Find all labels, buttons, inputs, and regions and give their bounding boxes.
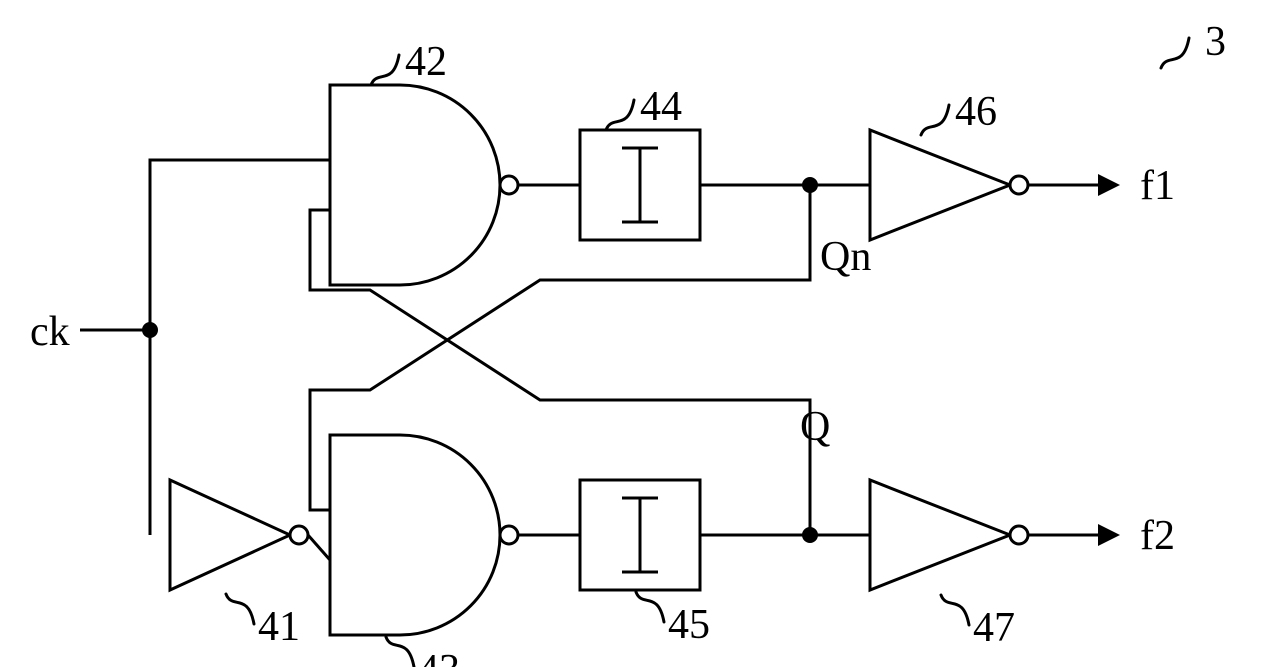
svg-text:45: 45 [668, 602, 710, 648]
svg-text:Qn: Qn [820, 234, 871, 280]
svg-text:f1: f1 [1140, 163, 1175, 209]
inverter-47 [870, 480, 1010, 590]
nand-42 [330, 85, 500, 285]
svg-text:44: 44 [640, 84, 682, 130]
svg-text:ck: ck [30, 309, 70, 355]
svg-text:46: 46 [955, 89, 997, 135]
svg-text:43: 43 [418, 647, 460, 667]
circuit-diagram: ck Qn Qf1 f2 42 44 46 41 43 45 47 3 [0, 0, 1261, 667]
svg-text:f2: f2 [1140, 513, 1175, 559]
svg-text:Q: Q [800, 404, 830, 450]
inverter-46 [870, 130, 1010, 240]
svg-text:3: 3 [1205, 19, 1226, 65]
svg-text:42: 42 [405, 39, 447, 85]
svg-text:47: 47 [973, 605, 1015, 651]
inverter-41 [170, 480, 290, 590]
nand-43 [330, 435, 500, 635]
svg-text:41: 41 [258, 604, 300, 650]
